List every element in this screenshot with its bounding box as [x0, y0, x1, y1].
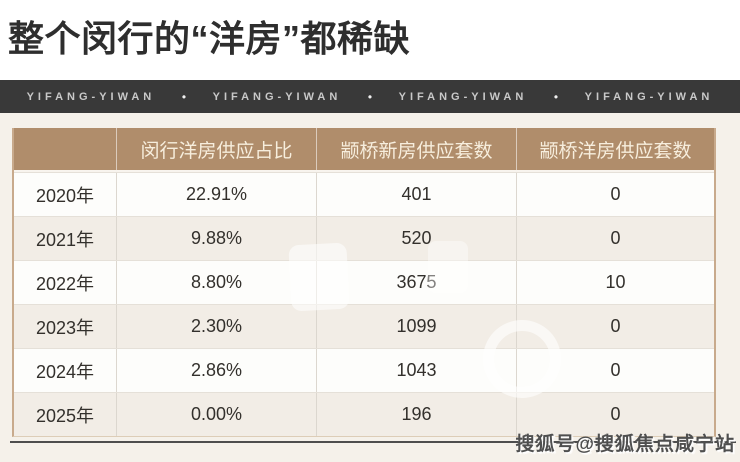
content-area: 闵行洋房供应占比 颛桥新房供应套数 颛桥洋房供应套数 2020年 22.91% …	[0, 113, 740, 462]
brand-text: YIFANG-YIWAN	[26, 90, 156, 103]
year-cell: 2024年	[35, 361, 95, 382]
ratio-cell: 8.80%	[116, 261, 316, 304]
new-units-cell: 3675	[316, 261, 516, 304]
ratio-cell: 0.00%	[116, 393, 316, 436]
year-cell: 2022年	[35, 273, 95, 294]
ratio-cell: 22.91%	[116, 173, 316, 216]
column-header-empty	[14, 128, 116, 170]
yangfang-units-cell: 0	[516, 173, 714, 216]
sohu-watermark: 搜狐号@搜狐焦点咸宁站	[515, 434, 735, 455]
table-row: 2022年 8.80% 3675 10	[14, 260, 714, 304]
supply-data-table: 闵行洋房供应占比 颛桥新房供应套数 颛桥洋房供应套数 2020年 22.91% …	[12, 128, 716, 437]
new-units-cell: 1099	[316, 305, 516, 348]
brand-banner: YIFANG-YIWAN • YIFANG-YIWAN • YIFANG-YIW…	[0, 80, 740, 113]
yangfang-units-cell: 0	[516, 393, 714, 436]
new-units-cell: 520	[316, 217, 516, 260]
brand-text: YIFANG-YIWAN	[584, 90, 714, 103]
footer-divider	[10, 441, 736, 443]
table-row: 2025年 0.00% 196 0	[14, 392, 714, 436]
column-header-minhang-ratio: 闵行洋房供应占比	[116, 128, 316, 170]
column-header-zhuanqiao-new: 颛桥新房供应套数	[316, 128, 516, 170]
column-header-zhuanqiao-yangfang: 颛桥洋房供应套数	[516, 128, 714, 170]
yangfang-units-cell: 0	[516, 349, 714, 392]
yangfang-units-cell: 10	[516, 261, 714, 304]
table-row: 2021年 9.88% 520 0	[14, 216, 714, 260]
ratio-cell: 9.88%	[116, 217, 316, 260]
yangfang-units-cell: 0	[516, 217, 714, 260]
new-units-cell: 401	[316, 173, 516, 216]
bullet-dot-icon: •	[553, 89, 559, 104]
ratio-cell: 2.30%	[116, 305, 316, 348]
brand-text: YIFANG-YIWAN	[398, 90, 528, 103]
table-row: 2020年 22.91% 401 0	[14, 172, 714, 216]
table-row: 2024年 2.86% 1043 0	[14, 348, 714, 392]
year-cell: 2020年	[35, 185, 95, 206]
bullet-dot-icon: •	[181, 89, 187, 104]
table-row: 2023年 2.30% 1099 0	[14, 304, 714, 348]
brand-text: YIFANG-YIWAN	[212, 90, 342, 103]
yangfang-units-cell: 0	[516, 305, 714, 348]
ratio-cell: 2.86%	[116, 349, 316, 392]
page-title: 整个闵行的“洋房”都稀缺	[8, 18, 411, 59]
bullet-dot-icon: •	[367, 89, 373, 104]
year-cell: 2025年	[35, 405, 95, 426]
year-cell: 2023年	[35, 317, 95, 338]
year-cell: 2021年	[35, 229, 95, 250]
new-units-cell: 1043	[316, 349, 516, 392]
title-section: 整个闵行的“洋房”都稀缺	[0, 0, 740, 80]
table-header-row: 闵行洋房供应占比 颛桥新房供应套数 颛桥洋房供应套数	[14, 128, 714, 172]
new-units-cell: 196	[316, 393, 516, 436]
